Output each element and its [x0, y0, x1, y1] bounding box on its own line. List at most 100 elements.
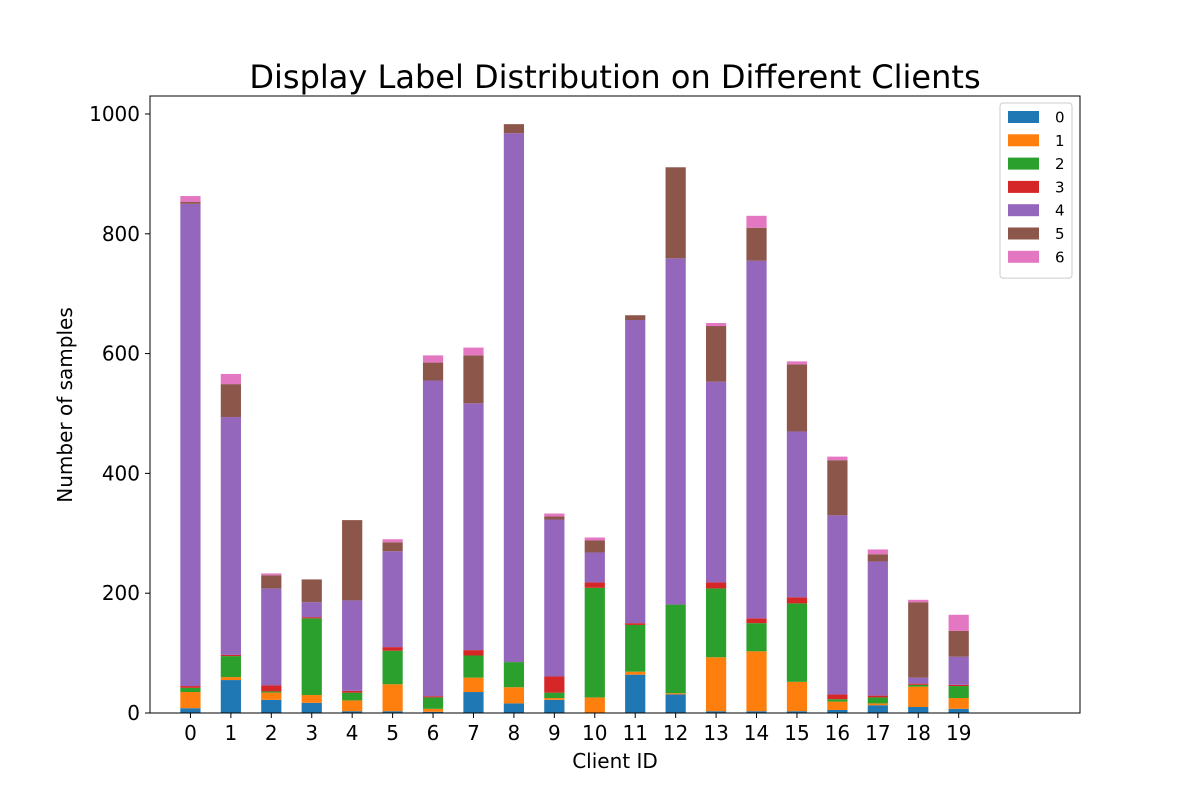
bar-segment-client-0-label-0 [180, 708, 201, 713]
bar-segment-client-2-label-0 [261, 699, 282, 713]
bar-segment-client-13-label-2 [705, 588, 727, 658]
bar-segment-client-6-label-6 [422, 355, 444, 363]
x-tick-label: 11 [622, 721, 647, 745]
bar-segment-client-12-label-4 [665, 258, 686, 605]
bar-segment-client-9-label-1 [544, 698, 565, 700]
x-tick-label: 18 [906, 721, 931, 745]
bar-segment-client-12-label-2 [665, 604, 686, 694]
bar-segment-client-7-label-5 [463, 355, 484, 404]
bar-segment-client-1-label-3 [220, 654, 241, 657]
x-tick-label: 12 [663, 721, 688, 745]
bar-segment-client-6-label-5 [422, 362, 444, 381]
bar-segment-client-11-label-4 [625, 320, 646, 624]
x-tick-label: 13 [703, 721, 728, 745]
bar-segment-client-5-label-4 [382, 551, 403, 648]
bar-segment-client-8-label-5 [503, 124, 525, 134]
bar-segment-client-15-label-4 [786, 431, 808, 598]
y-tick-label: 800 [102, 222, 140, 246]
bar-segment-client-16-label-3 [827, 694, 848, 700]
bar-segment-client-0-label-4 [180, 203, 201, 687]
bar-segment-client-10-label-5 [584, 540, 605, 553]
bar-segment-client-16-label-2 [827, 699, 848, 702]
bar-segment-client-9-label-2 [544, 692, 565, 699]
bar-segment-client-8-label-1 [503, 687, 525, 704]
bar-segment-client-3-label-1 [301, 695, 322, 703]
bar-segment-client-16-label-1 [827, 701, 848, 711]
y-tick-label: 400 [102, 461, 140, 485]
bar-segment-client-18-label-6 [908, 599, 929, 603]
x-tick-label: 17 [865, 721, 890, 745]
bar-segment-client-15-label-0 [786, 711, 808, 713]
legend-label-0: 0 [1055, 109, 1065, 127]
y-axis: 0 200 400 600 800 1000 [89, 102, 150, 725]
bar-segment-client-5-label-0 [382, 711, 403, 713]
bar-segment-client-17-label-0 [867, 705, 888, 713]
bar-segment-client-6-label-2 [422, 697, 444, 709]
x-tick-label: 0 [184, 721, 197, 745]
bar-segment-client-12-label-5 [665, 167, 686, 259]
x-tick-label: 19 [946, 721, 971, 745]
bar-segment-client-9-label-0 [544, 699, 565, 713]
bar-segment-client-19-label-6 [948, 614, 969, 631]
bar-segment-client-10-label-2 [584, 587, 605, 698]
bar-segment-client-19-label-3 [948, 684, 969, 687]
bar-segment-client-18-label-0 [908, 707, 929, 713]
y-tick-label: 1000 [89, 102, 140, 126]
bar-segment-client-18-label-5 [908, 602, 929, 678]
bar-segment-client-10-label-6 [584, 537, 605, 541]
bar-segment-client-4-label-1 [342, 700, 363, 712]
chart-title: Display Label Distribution on Different … [249, 58, 980, 96]
legend-swatch-3 [1008, 180, 1039, 193]
bar-segment-client-5-label-3 [382, 647, 403, 651]
bar-segment-client-19-label-2 [948, 686, 969, 699]
legend: 0 1 2 3 4 5 6 [999, 102, 1073, 279]
legend-swatch-6 [1008, 250, 1039, 263]
bar-segment-client-6-label-1 [422, 708, 444, 712]
bar-segment-client-12-label-1 [665, 693, 686, 695]
x-axis: 0 1 2 3 4 5 6 7 8 9 10 11 12 13 14 15 16 17 18 19 [184, 713, 971, 745]
y-axis-label: Number of samples [53, 307, 77, 502]
bar-segment-client-18-label-3 [908, 683, 929, 685]
bar-segment-client-5-label-6 [382, 539, 403, 543]
bar-segment-client-16-label-4 [827, 515, 848, 695]
bar-segment-client-10-label-1 [584, 697, 605, 713]
legend-label-6: 6 [1055, 248, 1065, 266]
bar-segment-client-18-label-4 [908, 677, 929, 684]
x-tick-label: 16 [825, 721, 850, 745]
bar-segment-client-14-label-3 [746, 618, 767, 624]
x-tick-label: 14 [744, 721, 769, 745]
bar-segment-client-11-label-0 [625, 674, 646, 713]
bar-segment-client-17-label-5 [867, 554, 888, 562]
bar-segment-client-9-label-4 [544, 519, 565, 677]
bar-segment-client-6-label-0 [422, 711, 444, 713]
bar-segment-client-14-label-4 [746, 260, 767, 619]
bar-segment-client-18-label-1 [908, 686, 929, 708]
bar-segment-client-19-label-5 [948, 630, 969, 657]
bar-segment-client-13-label-6 [705, 323, 727, 327]
x-axis-label: Client ID [572, 749, 658, 773]
bar-segment-client-1-label-2 [220, 656, 241, 678]
bar-segment-client-14-label-0 [746, 711, 767, 713]
bar-segment-client-14-label-1 [746, 651, 767, 712]
bar-segment-client-1-label-1 [220, 677, 241, 681]
x-tick-label: 4 [346, 721, 359, 745]
x-tick-label: 6 [427, 721, 440, 745]
bar-segment-client-19-label-4 [948, 656, 969, 685]
bar-segment-client-15-label-5 [786, 364, 808, 432]
bar-segment-client-11-label-5 [625, 315, 646, 321]
x-tick-label: 5 [386, 721, 399, 745]
bar-segment-client-3-label-4 [301, 602, 322, 618]
bar-segment-client-0-label-5 [180, 202, 201, 204]
legend-swatch-5 [1008, 227, 1039, 240]
bar-segment-client-4-label-0 [342, 711, 363, 713]
y-tick-label: 200 [102, 581, 140, 605]
bar-segment-client-1-label-4 [220, 417, 241, 655]
bar-segment-client-10-label-3 [584, 582, 605, 588]
bar-segment-client-2-label-1 [261, 692, 282, 700]
bar-segment-client-8-label-0 [503, 703, 525, 713]
bar-segment-client-0-label-6 [180, 196, 201, 203]
bar-segment-client-19-label-1 [948, 698, 969, 709]
bar-segment-client-15-label-3 [786, 597, 808, 604]
bar-segment-client-8-label-4 [503, 133, 525, 663]
